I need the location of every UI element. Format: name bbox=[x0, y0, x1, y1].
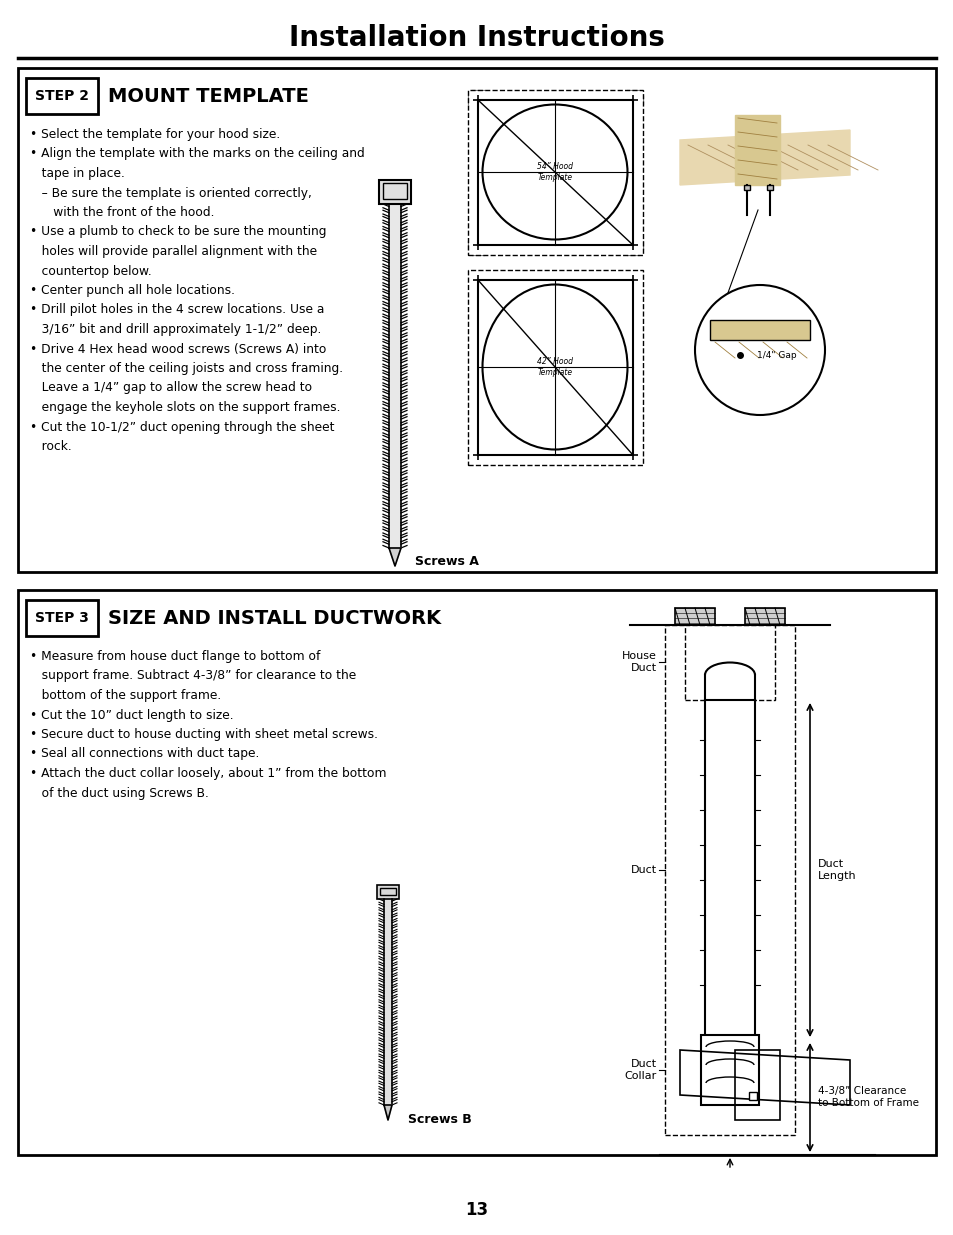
Ellipse shape bbox=[482, 105, 627, 240]
Text: – Be sure the template is oriented correctly,: – Be sure the template is oriented corre… bbox=[30, 186, 312, 200]
Text: Screws A: Screws A bbox=[415, 555, 478, 568]
Text: • Use a plumb to check to be sure the mounting: • Use a plumb to check to be sure the mo… bbox=[30, 226, 326, 238]
Text: bottom of the support frame.: bottom of the support frame. bbox=[30, 689, 221, 701]
Bar bbox=[704, 700, 754, 1040]
Text: • Align the template with the marks on the ceiling and: • Align the template with the marks on t… bbox=[30, 147, 364, 161]
Bar bbox=[709, 320, 809, 340]
Bar bbox=[684, 625, 774, 700]
Text: Duct
Collar: Duct Collar bbox=[624, 1060, 657, 1081]
Bar bbox=[468, 90, 642, 254]
Text: Leave a 1/4” gap to allow the screw head to: Leave a 1/4” gap to allow the screw head… bbox=[30, 382, 312, 394]
Text: 4-3/8” Clearance
to Bottom of Frame: 4-3/8” Clearance to Bottom of Frame bbox=[817, 1087, 918, 1108]
Text: 54” Hood
Template: 54” Hood Template bbox=[537, 162, 573, 182]
Bar bbox=[18, 590, 935, 1155]
Bar bbox=[700, 1035, 759, 1105]
Text: holes will provide parallel alignment with the: holes will provide parallel alignment wi… bbox=[30, 245, 316, 258]
Text: Screws B: Screws B bbox=[408, 1113, 471, 1126]
Bar bbox=[743, 185, 749, 190]
Bar bbox=[389, 204, 400, 548]
Bar bbox=[664, 625, 794, 1135]
Text: • Measure from house duct flange to bottom of: • Measure from house duct flange to bott… bbox=[30, 650, 320, 663]
Text: SIZE AND INSTALL DUCTWORK: SIZE AND INSTALL DUCTWORK bbox=[108, 609, 440, 627]
Text: • Cut the 10” duct length to size.: • Cut the 10” duct length to size. bbox=[30, 709, 233, 721]
Text: Duct: Duct bbox=[630, 864, 657, 876]
Bar bbox=[378, 180, 411, 204]
Bar bbox=[26, 78, 98, 114]
Text: engage the keyhole slots on the support frames.: engage the keyhole slots on the support … bbox=[30, 401, 340, 414]
Text: STEP 3: STEP 3 bbox=[35, 611, 89, 625]
Text: support frame. Subtract 4-3/8” for clearance to the: support frame. Subtract 4-3/8” for clear… bbox=[30, 669, 355, 683]
Text: 13: 13 bbox=[465, 1200, 488, 1219]
Text: the center of the ceiling joists and cross framing.: the center of the ceiling joists and cro… bbox=[30, 362, 343, 375]
Text: MOUNT TEMPLATE: MOUNT TEMPLATE bbox=[108, 86, 309, 105]
Bar bbox=[468, 270, 642, 466]
Bar bbox=[379, 888, 395, 895]
Bar bbox=[744, 608, 784, 625]
Polygon shape bbox=[384, 1105, 392, 1120]
Text: tape in place.: tape in place. bbox=[30, 167, 125, 180]
Polygon shape bbox=[679, 130, 849, 185]
Bar bbox=[26, 600, 98, 636]
Bar bbox=[384, 899, 392, 1105]
Polygon shape bbox=[389, 548, 400, 566]
Text: • Drill pilot holes in the 4 screw locations. Use a: • Drill pilot holes in the 4 screw locat… bbox=[30, 304, 324, 316]
Bar bbox=[376, 885, 398, 899]
Bar bbox=[18, 68, 935, 572]
Text: 1/4" Gap: 1/4" Gap bbox=[757, 351, 796, 359]
Text: • Center punch all hole locations.: • Center punch all hole locations. bbox=[30, 284, 234, 296]
Text: House
Duct: House Duct bbox=[621, 651, 657, 673]
Bar bbox=[382, 183, 407, 199]
Text: Installation Instructions: Installation Instructions bbox=[289, 23, 664, 52]
Text: of the duct using Screws B.: of the duct using Screws B. bbox=[30, 787, 209, 799]
Text: STEP 2: STEP 2 bbox=[35, 89, 89, 103]
Bar bbox=[766, 185, 772, 190]
Text: 3/16” bit and drill approximately 1-1/2” deep.: 3/16” bit and drill approximately 1-1/2”… bbox=[30, 324, 321, 336]
Text: countertop below.: countertop below. bbox=[30, 264, 152, 278]
Polygon shape bbox=[734, 115, 780, 185]
Text: 42” Hood
Template: 42” Hood Template bbox=[537, 357, 573, 377]
Circle shape bbox=[695, 285, 824, 415]
Ellipse shape bbox=[482, 284, 627, 450]
Text: Duct
Length: Duct Length bbox=[817, 860, 856, 881]
Bar bbox=[748, 1092, 757, 1100]
Text: with the front of the hood.: with the front of the hood. bbox=[30, 206, 214, 219]
Text: • Seal all connections with duct tape.: • Seal all connections with duct tape. bbox=[30, 747, 259, 761]
Text: • Attach the duct collar loosely, about 1” from the bottom: • Attach the duct collar loosely, about … bbox=[30, 767, 386, 781]
Bar bbox=[675, 608, 714, 625]
Text: • Secure duct to house ducting with sheet metal screws.: • Secure duct to house ducting with shee… bbox=[30, 727, 377, 741]
Bar bbox=[477, 280, 633, 454]
Text: rock.: rock. bbox=[30, 440, 71, 453]
Text: • Cut the 10-1/2” duct opening through the sheet: • Cut the 10-1/2” duct opening through t… bbox=[30, 420, 335, 433]
Text: • Select the template for your hood size.: • Select the template for your hood size… bbox=[30, 128, 280, 141]
Text: • Drive 4 Hex head wood screws (Screws A) into: • Drive 4 Hex head wood screws (Screws A… bbox=[30, 342, 326, 356]
Bar bbox=[477, 100, 633, 245]
